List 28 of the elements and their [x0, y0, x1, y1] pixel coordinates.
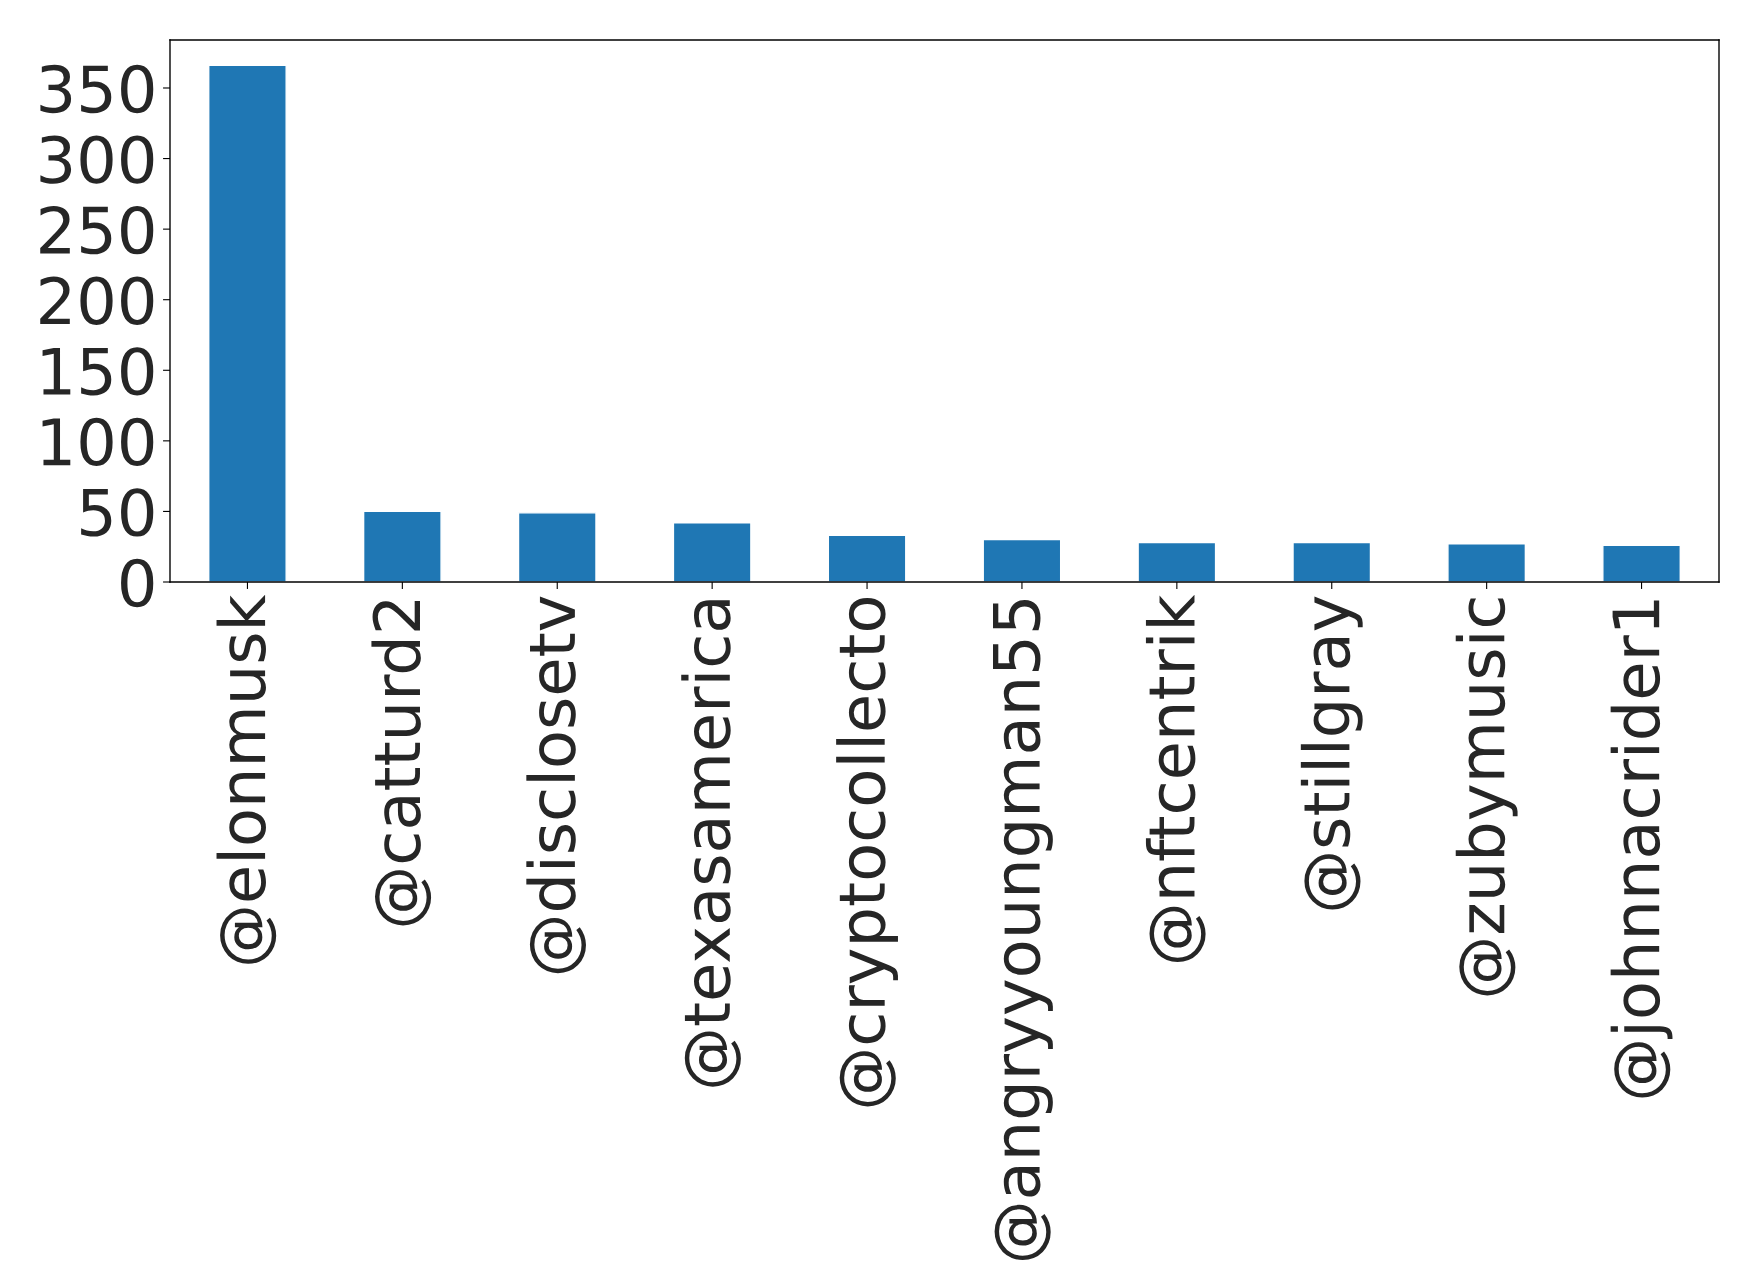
x-tick-label: @elonmusk — [216, 594, 277, 964]
y-tick-label: 0 — [121, 558, 154, 608]
bar — [827, 534, 907, 582]
bar — [362, 510, 442, 582]
bar — [517, 512, 597, 582]
bar — [672, 522, 752, 582]
bar — [208, 64, 287, 582]
y-tick-label: 300 — [40, 135, 154, 184]
bar — [1447, 543, 1527, 582]
x-tick-label: @angryyoungman55 — [993, 600, 1053, 1261]
x-tick-label: @texasamerica — [681, 600, 741, 1087]
y-tick-label: 100 — [42, 417, 154, 467]
x-tick-label: @nftcentrik — [1145, 594, 1206, 963]
x-tick-label: @johnnacrider1 — [1610, 600, 1673, 1098]
x-tick-label: @zubymusic — [1455, 598, 1518, 996]
bar — [1292, 541, 1372, 582]
bar — [1602, 544, 1681, 582]
bar — [1137, 541, 1217, 582]
y-tick-label: 50 — [81, 488, 154, 537]
y-tick-label: 350 — [40, 64, 154, 114]
y-tick-label: 150 — [42, 347, 154, 396]
x-tick-label: @cryptocollecto — [836, 598, 898, 1107]
x-tick-label: @catturd2 — [371, 600, 432, 926]
y-tick-label: 250 — [40, 205, 154, 255]
x-tick-label: @stillgray — [1300, 596, 1363, 910]
bar — [982, 538, 1062, 582]
y-tick-label: 200 — [40, 276, 154, 325]
x-tick-label: @disclosetv — [526, 596, 586, 974]
